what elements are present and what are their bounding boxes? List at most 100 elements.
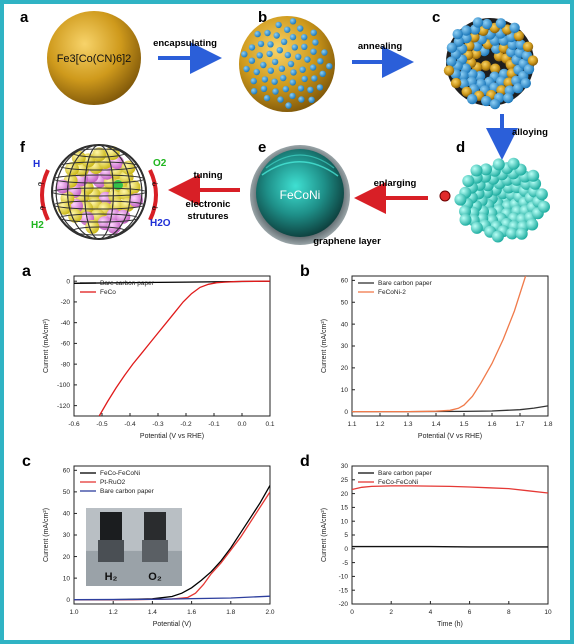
alloy-atom [470, 164, 483, 177]
x-tick-label: -0.6 [68, 421, 80, 428]
x-tick-label: 1.8 [226, 609, 235, 616]
surface-dot [250, 88, 258, 95]
surface-dot [257, 40, 265, 48]
prussian-blue-sphere: Fe3[Co(CN)6]2 [47, 11, 141, 105]
alloy-atom [535, 188, 548, 201]
surface-dot [263, 94, 271, 102]
y-tick-label: 10 [341, 518, 349, 525]
cage-meridian [84, 144, 114, 240]
surface-dot [307, 86, 314, 94]
shell-atom [446, 42, 458, 53]
graphene-cage-catalyst: H H2 O2 H2O e- e- e- e- [31, 144, 171, 240]
legend-label: Bare carbon paper [378, 280, 433, 287]
y-tick-label: -20 [339, 601, 349, 608]
y-tick-label: 20 [341, 365, 349, 372]
legend-label: Bare carbon paper [100, 488, 155, 495]
surface-dot [277, 96, 284, 103]
metal-atom [68, 208, 83, 223]
label-e2: e- [40, 205, 47, 212]
label-e3: e- [152, 181, 159, 188]
y-axis-label: Current (mA/cm²) [43, 508, 50, 562]
shell-atom [503, 92, 514, 104]
x-tick-label: 1.7 [515, 421, 524, 428]
shell-atom [527, 55, 539, 66]
surface-dot [248, 44, 256, 51]
alloy-atom [462, 175, 475, 187]
x-tick-label: 6 [468, 609, 472, 616]
shell-atom [458, 78, 469, 89]
surface-dot [317, 58, 324, 65]
surface-dot [254, 30, 261, 38]
chart-panel-d: d 0 2 4 6 8 10 -20 -15 -10 -5 0 5 10 15 20 25 30 Time (h) C… [300, 453, 552, 628]
legend-label: Bare carbon paper [100, 280, 155, 287]
surface-dot [285, 102, 292, 109]
surface-dot [297, 85, 305, 92]
shell-atom [512, 83, 524, 94]
legend-label: Pt-RuO2 [100, 479, 126, 486]
surface-dot [272, 88, 279, 95]
y-tick-label: -10 [339, 574, 349, 581]
surface-dot [261, 76, 269, 83]
x-tick-label: -0.2 [180, 421, 192, 428]
y-tick-label: -120 [57, 403, 70, 410]
y-tick-label: -20 [61, 299, 71, 306]
surface-dot [289, 33, 297, 41]
x-tick-label: 1.0 [69, 609, 78, 616]
x-tick-label: -0.5 [96, 421, 108, 428]
y-tick-label: 0 [66, 597, 70, 604]
surface-dot [280, 74, 287, 82]
label-alloying: alloying [512, 127, 548, 138]
y-tick-label: 50 [341, 299, 349, 306]
x-tick-label: -0.1 [208, 421, 220, 428]
y-tick-label: 60 [63, 468, 71, 475]
x-axis-label: Time (h) [437, 621, 463, 628]
y-tick-label: 15 [341, 505, 349, 512]
cage-parallel [72, 226, 126, 236]
surface-dot [271, 78, 278, 85]
x-tick-label: 1.4 [431, 421, 440, 428]
surface-dot [243, 65, 250, 73]
x-tick-label: 2.0 [265, 609, 274, 616]
surface-dot [273, 32, 280, 39]
y-tick-label: 50 [63, 489, 71, 496]
label-annealing: annealing [358, 41, 403, 52]
surface-dot [287, 60, 295, 68]
metal-atom [129, 193, 144, 208]
surface-dot [275, 21, 282, 29]
surface-dot [241, 51, 248, 58]
x-tick-label: -0.4 [124, 421, 136, 428]
surface-dot [319, 70, 326, 78]
alloy-atom [492, 158, 505, 171]
surface-dot [289, 92, 296, 100]
shell-atom [461, 25, 472, 36]
shell-atom [480, 60, 492, 71]
x-tick-label: 0.0 [237, 421, 246, 428]
surface-dot [312, 39, 319, 46]
sphere-formula-label: Fe3[Co(CN)6]2 [57, 53, 132, 65]
y-tick-label: 40 [63, 511, 71, 518]
y-tick-label: 10 [63, 575, 71, 582]
legend-label: FeCo [100, 289, 116, 296]
shell-atom [513, 30, 525, 42]
surface-dot [267, 41, 274, 48]
surface-dot [264, 29, 271, 37]
x-tick-label: 10 [544, 609, 552, 616]
y-tick-label: 20 [63, 554, 71, 561]
x-tick-label: 0.1 [265, 421, 274, 428]
legend-label: Bare carbon paper [378, 470, 433, 477]
legend-label: FeCoNi-2 [378, 289, 406, 296]
x-tick-label: 1.3 [403, 421, 412, 428]
surface-dot [295, 53, 302, 60]
x-axis-label: Potential (V vs RHE) [140, 433, 204, 440]
surface-dot [278, 65, 286, 72]
label-electronic: electronic [186, 199, 231, 210]
series-line-feco-feconi [352, 485, 548, 494]
graphene-layer-label: graphene layer [313, 236, 381, 247]
surface-dot [297, 25, 304, 32]
inset-foam-o2 [142, 540, 168, 562]
y-tick-label: -15 [339, 587, 349, 594]
series-line-feco [98, 280, 270, 416]
label-e1: e- [38, 181, 45, 188]
surface-dot [282, 85, 289, 93]
y-tick-label: -60 [61, 341, 71, 348]
